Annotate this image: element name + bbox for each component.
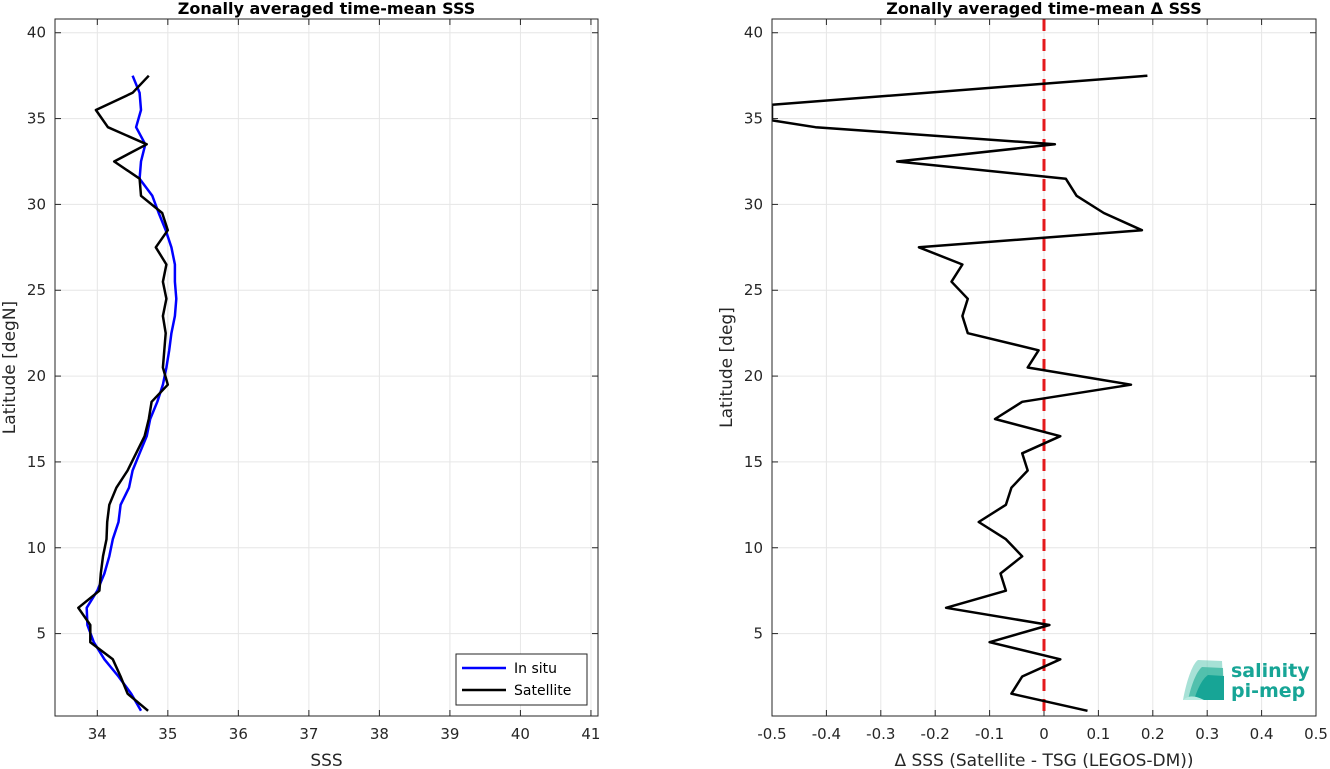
x-tick-label: -0.1 — [975, 725, 1004, 743]
y-tick-label: 10 — [744, 539, 763, 557]
y-tick-label: 5 — [753, 625, 763, 643]
logo-text-line1: salinity — [1231, 660, 1310, 682]
y-tick-label: 40 — [27, 24, 46, 42]
y-tick-label: 30 — [27, 195, 46, 213]
y-tick-label: 15 — [27, 453, 46, 471]
x-tick-label: -0.2 — [921, 725, 950, 743]
left-ticks: 34 35 36 37 38 39 40 41 5 10 15 20 25 30 35 40 — [27, 19, 600, 743]
right-panel: -0.5 -0.4 -0.3 -0.2 -0.1 0 0.1 0.2 0.3 0.4 0.5 5 10 1… — [717, 0, 1328, 769]
y-tick-label: 30 — [744, 195, 763, 213]
right-y-axis-label: Latitude [deg] — [717, 307, 737, 428]
legend-in-situ-label: In situ — [514, 661, 557, 677]
x-tick-label: 0.5 — [1304, 725, 1328, 743]
series-line-delta-sss — [772, 74, 1148, 713]
y-tick-label: 5 — [36, 625, 46, 643]
x-tick-label: 35 — [158, 725, 177, 743]
salinity-pi-mep-logo: salinity pi-mep — [1183, 660, 1310, 702]
right-ticks: -0.5 -0.4 -0.3 -0.2 -0.1 0 0.1 0.2 0.3 0.4 0.5 5 10 1… — [744, 19, 1328, 743]
y-tick-label: 40 — [744, 24, 763, 42]
legend: In situ Satellite — [455, 653, 588, 706]
y-tick-label: 20 — [27, 367, 46, 385]
left-y-axis-label: Latitude [degN] — [0, 301, 20, 434]
right-x-axis-label: Δ SSS (Satellite - TSG (LEGOS-DM)) — [894, 751, 1193, 769]
x-tick-label: 34 — [88, 725, 107, 743]
x-tick-label: 41 — [581, 725, 600, 743]
x-tick-label: 0.2 — [1141, 725, 1165, 743]
left-chart-title: Zonally averaged time-mean SSS — [178, 0, 476, 18]
legend-satellite-label: Satellite — [514, 683, 571, 699]
x-tick-label: 0.1 — [1086, 725, 1110, 743]
logo-text-line2: pi-mep — [1231, 680, 1305, 702]
y-tick-label: 10 — [27, 539, 46, 557]
y-tick-label: 25 — [27, 281, 46, 299]
y-tick-label: 15 — [744, 453, 763, 471]
x-tick-label: -0.3 — [866, 725, 895, 743]
x-tick-label: 38 — [370, 725, 389, 743]
left-panel: 34 35 36 37 38 39 40 41 5 10 15 20 25 30 35 40 Zonally … — [0, 0, 600, 769]
y-tick-label: 25 — [744, 281, 763, 299]
right-axes-box — [771, 18, 1317, 717]
x-tick-label: 0 — [1039, 725, 1049, 743]
y-tick-label: 35 — [744, 110, 763, 128]
left-plot-area — [55, 19, 598, 716]
series-line-satellite — [77, 74, 170, 712]
y-tick-label: 35 — [27, 110, 46, 128]
left-series — [77, 74, 178, 712]
legend-box — [455, 653, 588, 706]
left-x-axis-label: SSS — [310, 751, 342, 769]
left-axes-box — [54, 18, 599, 717]
x-tick-label: -0.5 — [757, 725, 786, 743]
x-tick-label: 0.3 — [1195, 725, 1219, 743]
right-series — [772, 74, 1148, 713]
logo-waves-icon — [1183, 660, 1224, 700]
x-tick-label: 37 — [299, 725, 318, 743]
left-grid — [55, 19, 598, 716]
x-tick-label: 40 — [511, 725, 530, 743]
x-tick-label: 36 — [229, 725, 248, 743]
y-tick-label: 20 — [744, 367, 763, 385]
x-tick-label: 0.4 — [1250, 725, 1274, 743]
right-chart-title: Zonally averaged time-mean Δ SSS — [886, 0, 1202, 18]
x-tick-label: 39 — [440, 725, 459, 743]
x-tick-label: -0.4 — [812, 725, 841, 743]
